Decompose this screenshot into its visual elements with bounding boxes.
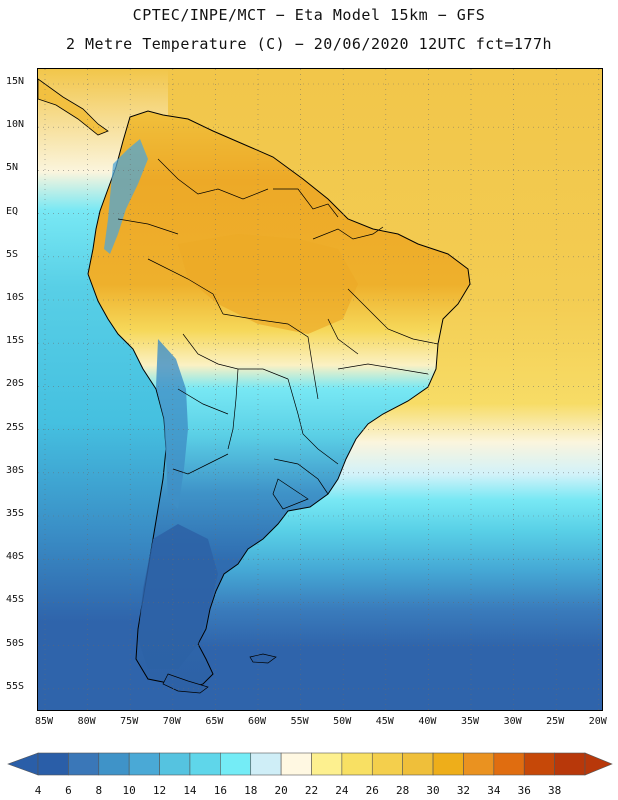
lat-label: 30S xyxy=(6,464,25,476)
colorbar-segment xyxy=(463,752,495,776)
colorbar-value-label: 28 xyxy=(396,784,410,797)
colorbar-segment xyxy=(554,752,586,776)
lat-lon-grid xyxy=(38,69,602,710)
temperature-map[interactable] xyxy=(37,68,603,711)
lon-label: 75W xyxy=(120,716,139,727)
patagonia-cold xyxy=(138,524,218,669)
colorbar-value-label: 38 xyxy=(547,784,562,797)
temperature-map-svg xyxy=(38,69,602,710)
lat-label: 10S xyxy=(6,292,25,303)
tierra-del-fuego xyxy=(162,673,209,694)
colorbar-segment xyxy=(341,752,373,776)
lon-label: 30W xyxy=(503,716,522,727)
lat-label: EQ xyxy=(6,205,19,217)
lat-label: 45S xyxy=(6,594,25,606)
colorbar-value-label: 10 xyxy=(122,784,136,797)
lon-label: 45W xyxy=(375,716,394,727)
colorbar-segment xyxy=(523,752,555,776)
lat-label: 5N xyxy=(6,162,19,174)
colorbar-segment xyxy=(128,752,160,776)
colorbar-segment xyxy=(280,752,312,776)
colorbar-segment xyxy=(432,752,464,776)
lat-label: 10N xyxy=(6,119,25,131)
amazon-warm-core xyxy=(178,234,358,334)
lon-label: 20W xyxy=(588,716,607,727)
colorbar-segment xyxy=(98,752,130,776)
central-america-land xyxy=(38,78,109,136)
colorbar-segment xyxy=(220,752,252,776)
colorbar-segment xyxy=(250,752,282,776)
colorbar-value-label: 34 xyxy=(487,784,501,797)
lat-label: 15S xyxy=(6,335,25,347)
colorbar-segment xyxy=(189,752,221,776)
colorbar-value-label: 4 xyxy=(34,784,42,797)
country-borders xyxy=(117,158,439,510)
colorbar-value-label: 32 xyxy=(456,784,471,797)
lon-label: 55W xyxy=(290,716,309,727)
colorbar-segment xyxy=(402,752,434,776)
map-title-line-2: 2 Metre Temperature (C) − 20/06/2020 12U… xyxy=(65,35,553,53)
andes-south-cold xyxy=(156,339,188,509)
colorbar-value-label: 30 xyxy=(426,784,440,797)
colorbar-segment xyxy=(68,752,100,776)
colorbar-value-label: 20 xyxy=(274,784,288,797)
andes-north-cold xyxy=(104,139,148,254)
colorbar-value-label: 6 xyxy=(65,784,72,797)
lon-label: 65W xyxy=(205,716,224,727)
falkland-islands xyxy=(249,653,277,664)
colorbar-segment xyxy=(493,752,525,776)
colorbar-segment xyxy=(371,752,403,776)
lat-label: 40S xyxy=(6,551,25,563)
lat-label: 15N xyxy=(6,76,25,87)
colorbar-value-label: 16 xyxy=(213,784,227,797)
lat-label: 25S xyxy=(6,421,25,433)
lon-label: 70W xyxy=(162,716,181,727)
colorbar-value-label: 18 xyxy=(244,784,258,797)
colorbar-value-label: 24 xyxy=(335,784,349,797)
colorbar-above-arrow xyxy=(584,752,613,776)
map-title-line-1: CPTEC/INPE/MCT − Eta Model 15km − GFS xyxy=(132,6,486,24)
lon-label: 50W xyxy=(333,716,352,727)
lat-label: 50S xyxy=(6,637,25,649)
lon-label: 60W xyxy=(247,716,267,727)
lon-label: 35W xyxy=(460,716,480,727)
colorbar-value-label: 14 xyxy=(183,784,197,797)
temperature-colorbar xyxy=(7,752,613,776)
lon-label: 80W xyxy=(77,716,96,727)
colorbar-segment xyxy=(37,752,69,776)
lat-label: 20S xyxy=(6,378,25,390)
colorbar-value-label: 8 xyxy=(95,784,103,797)
lat-label: 55S xyxy=(6,680,25,692)
colorbar-value-label: 26 xyxy=(365,784,379,797)
colorbar-segment xyxy=(159,752,191,776)
lon-label: 85W xyxy=(34,716,54,727)
colorbar-below-arrow xyxy=(7,752,39,776)
lon-label: 40W xyxy=(418,716,437,727)
lat-label: 35S xyxy=(6,508,25,519)
colorbar-value-label: 22 xyxy=(304,784,319,797)
lat-label: 5S xyxy=(6,248,19,260)
lon-label: 25W xyxy=(546,716,565,727)
colorbar-value-label: 12 xyxy=(152,784,167,797)
colorbar-value-label: 36 xyxy=(517,784,531,797)
colorbar-segment xyxy=(311,752,343,776)
